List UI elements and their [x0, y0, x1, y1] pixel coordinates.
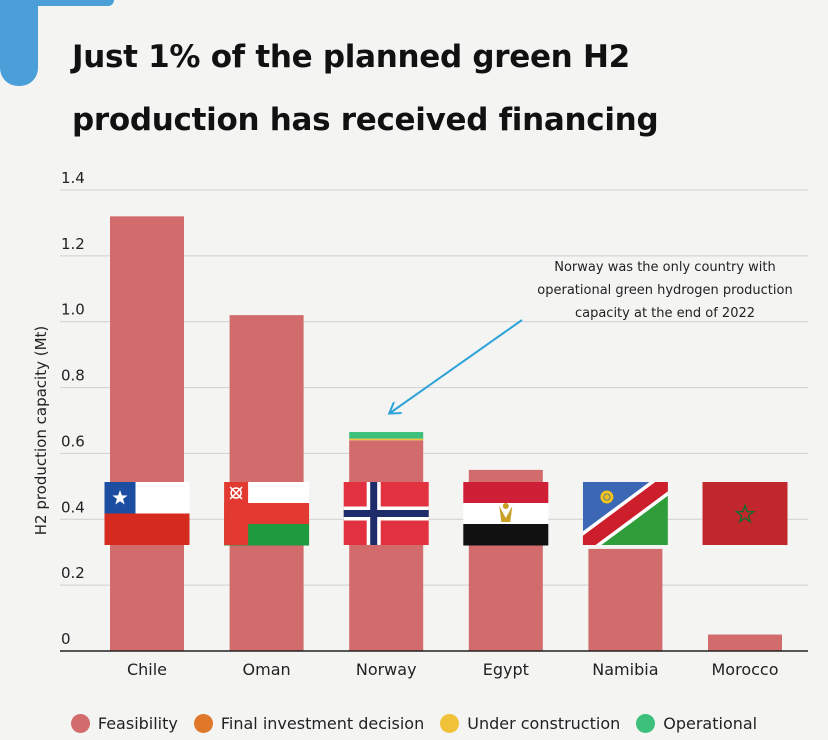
- bar-norway-operational: [349, 432, 424, 439]
- legend-swatch: [70, 713, 90, 733]
- annotation-line-2: operational green hydrogen production: [537, 283, 792, 298]
- accent-tab: [0, 0, 114, 86]
- y-axis-label: H2 production capacity (Mt): [32, 326, 50, 536]
- bar-norway-under-construction: [349, 438, 424, 441]
- y-tick-label: 0.8: [61, 367, 85, 385]
- legend-swatch: [636, 713, 656, 733]
- legend-swatch: [440, 713, 460, 733]
- legend-label: Under construction: [467, 713, 621, 733]
- x-tick-label: Norway: [356, 660, 417, 679]
- legend-item: Final investment decision: [193, 713, 425, 733]
- x-tick-label: Egypt: [483, 660, 529, 679]
- legend-item: Feasibility: [70, 713, 178, 733]
- annotation-line-1: Norway was the only country with: [554, 260, 775, 275]
- oman-flag: [224, 482, 310, 546]
- y-tick-label: 1.0: [61, 301, 85, 319]
- bar-namibia-feasibility: [588, 548, 663, 651]
- y-tick-label: 1.2: [61, 235, 85, 253]
- x-tick-label: Morocco: [712, 660, 779, 679]
- norway-flag: [343, 482, 429, 545]
- y-tick-label: 0.6: [61, 432, 85, 450]
- annotation-arrow: [390, 319, 523, 413]
- legend-label: Feasibility: [97, 713, 178, 733]
- morocco-flag: [702, 482, 788, 545]
- legend-item: Under construction: [440, 713, 621, 733]
- legend: Feasibility Final investment decision Unde…: [0, 708, 828, 738]
- chile-flag: [104, 482, 190, 545]
- annotation-line-3: capacity at the end of 2022: [575, 306, 755, 321]
- bar-chart: 0 0.2 0.4 0.6 0.8 1.0 1.2 1.4 H2 production capa…: [32, 169, 808, 679]
- legend-swatch: [193, 713, 213, 733]
- y-tick-label: 0.2: [61, 564, 85, 582]
- chart-title: Just 1% of the planned green H2 producti…: [72, 39, 659, 138]
- legend-item: Operational: [636, 713, 758, 733]
- bar-chile-feasibility: [110, 216, 184, 652]
- y-tick-label: 0: [61, 630, 71, 648]
- y-tick-label: 1.4: [61, 169, 85, 187]
- bar-morocco-feasibility: [708, 634, 782, 651]
- legend-label: Operational: [663, 713, 758, 733]
- egypt-flag: [463, 482, 549, 546]
- bar-norway-feasibility: [349, 440, 424, 651]
- x-tick-label: Chile: [127, 660, 167, 679]
- y-tick-label: 0.4: [61, 498, 85, 516]
- namibia-flag: [582, 482, 668, 545]
- x-tick-label: Oman: [243, 660, 291, 679]
- legend-label: Final investment decision: [220, 713, 425, 733]
- x-tick-label: Namibia: [592, 660, 658, 679]
